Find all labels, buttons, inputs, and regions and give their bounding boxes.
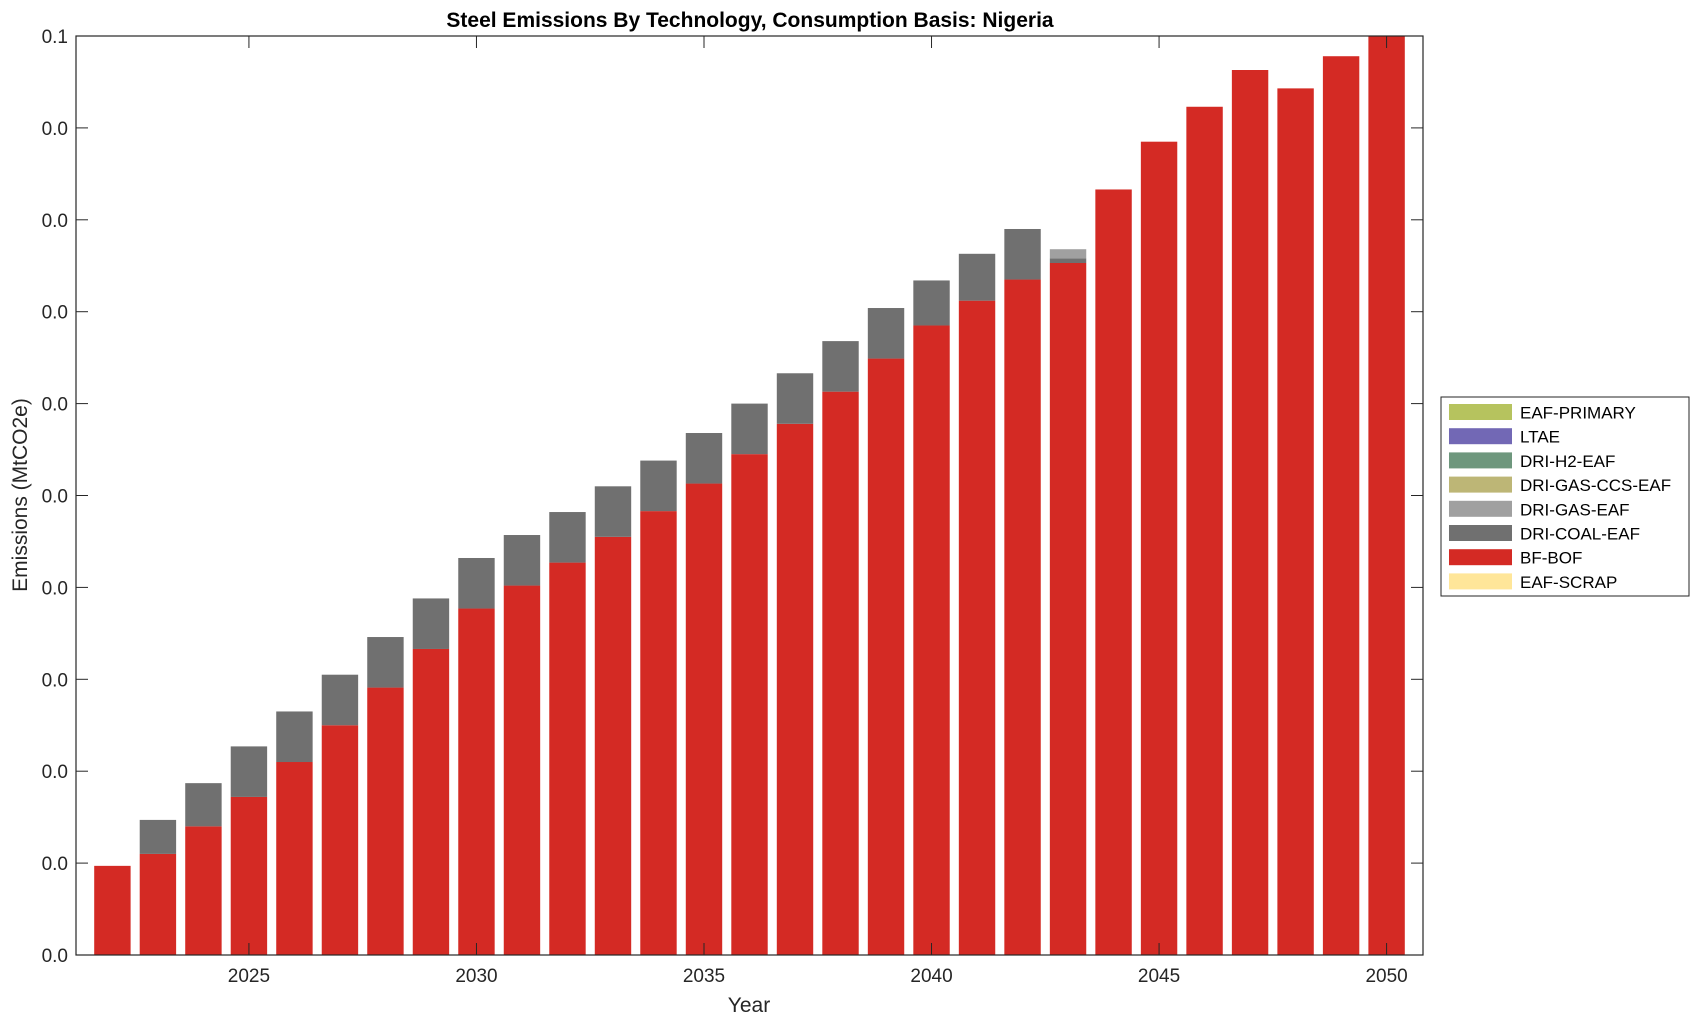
bar-segment bbox=[640, 460, 677, 512]
bar-segment bbox=[640, 511, 677, 955]
bar-segment bbox=[321, 725, 359, 955]
legend-label: EAF-PRIMARY bbox=[1520, 404, 1636, 423]
bar-segment bbox=[458, 608, 495, 955]
legend-label: LTAE bbox=[1520, 428, 1560, 447]
bar-segment bbox=[1049, 249, 1087, 259]
y-axis-label: Emissions (MtCO2e) bbox=[9, 398, 32, 592]
x-tick-label: 2035 bbox=[683, 966, 725, 987]
bar-segment bbox=[776, 373, 814, 424]
bar-segment bbox=[1049, 262, 1087, 955]
bar-segment bbox=[1140, 141, 1178, 955]
bar-segment bbox=[1095, 189, 1132, 956]
bar-segment bbox=[549, 512, 586, 563]
bar-segment bbox=[913, 325, 950, 956]
legend-swatch bbox=[1449, 500, 1512, 517]
bar-segment bbox=[685, 483, 723, 955]
bar-segment bbox=[958, 253, 996, 301]
bar-segment bbox=[139, 853, 177, 955]
bar-segment bbox=[367, 637, 404, 688]
y-tick-label: 0.0 bbox=[42, 303, 68, 324]
bar-segment bbox=[1049, 258, 1087, 263]
y-axis: 0.0 0.0 0.0 0.0 0.0 0.0 0.0 0.0 0.0 0.0 0.1 bbox=[42, 27, 1423, 967]
y-tick-label: 0.0 bbox=[42, 946, 68, 967]
bar-segment bbox=[1231, 70, 1269, 955]
x-tick-label: 2025 bbox=[228, 966, 270, 987]
bar-segment bbox=[367, 687, 404, 955]
bar-segment bbox=[822, 341, 859, 392]
bar-segment bbox=[276, 711, 313, 763]
legend-label: EAF-SCRAP bbox=[1520, 573, 1617, 592]
bar-segment bbox=[867, 308, 905, 359]
bar-segment bbox=[185, 783, 222, 827]
bar-segment bbox=[503, 585, 541, 955]
legend-swatch bbox=[1449, 549, 1512, 566]
x-axis-label: Year bbox=[728, 994, 770, 1017]
bar-segment bbox=[503, 535, 541, 586]
y-tick-label: 0.0 bbox=[42, 578, 68, 599]
legend-swatch bbox=[1449, 404, 1512, 420]
y-tick-label: 0.0 bbox=[42, 119, 68, 140]
legend-swatch bbox=[1449, 573, 1512, 590]
plot-area: 0.00.00.00.00.00.00.00.00.00.00.1 2025 20… bbox=[42, 27, 1424, 987]
bar-segment bbox=[230, 746, 268, 797]
bar-segment bbox=[412, 598, 450, 649]
y-tick-label: 0.1 bbox=[42, 27, 68, 48]
y-tick-label: 0.0 bbox=[42, 762, 68, 783]
y-tick-label: 0.0 bbox=[42, 670, 68, 691]
bars-group bbox=[94, 36, 1405, 956]
x-tick-label: 2050 bbox=[1365, 966, 1407, 987]
bar-segment bbox=[1277, 88, 1314, 955]
x-tick-label: 2040 bbox=[910, 966, 952, 987]
bar-segment bbox=[776, 423, 814, 955]
legend-label: DRI-GAS-CCS-EAF bbox=[1520, 476, 1671, 495]
bar-segment bbox=[1004, 228, 1041, 280]
y-tick-label: 0.0 bbox=[42, 211, 68, 232]
bar-segment bbox=[230, 796, 268, 955]
legend-items: EAF-PRIMARY LTAE DRI-H2-EAF DRI-GAS-CCS-EAF… bbox=[1449, 404, 1671, 592]
legend-swatch bbox=[1449, 476, 1512, 493]
legend: EAF-PRIMARY LTAE DRI-H2-EAF DRI-GAS-CCS-EAF… bbox=[1440, 396, 1690, 597]
bar-segment bbox=[822, 391, 859, 955]
bar-segment bbox=[594, 486, 632, 537]
chart-title: Steel Emissions By Technology, Consumpti… bbox=[446, 9, 1053, 32]
y-tick-label: 0.0 bbox=[42, 854, 68, 875]
bar-segment bbox=[94, 865, 131, 955]
bar-segment bbox=[1004, 279, 1041, 955]
bar-segment bbox=[321, 674, 359, 726]
bar-segment bbox=[594, 536, 632, 955]
bar-segment bbox=[139, 819, 177, 854]
y-tick-label: 0.0 bbox=[42, 395, 68, 416]
bar-segment bbox=[731, 403, 768, 455]
x-tick-label: 2045 bbox=[1138, 966, 1180, 987]
legend-swatch bbox=[1449, 525, 1512, 541]
bar-segment bbox=[185, 826, 222, 955]
bar-segment bbox=[549, 562, 586, 955]
legend-swatch bbox=[1449, 428, 1512, 445]
bar-segment bbox=[958, 300, 996, 955]
bar-segment bbox=[276, 762, 313, 955]
x-tick-label: 2030 bbox=[455, 966, 497, 987]
bar-segment bbox=[1368, 36, 1405, 955]
legend-label: DRI-COAL-EAF bbox=[1520, 525, 1640, 544]
bar-segment bbox=[731, 454, 768, 955]
legend-swatch bbox=[1449, 452, 1512, 469]
legend-label: DRI-H2-EAF bbox=[1520, 452, 1615, 471]
bar-segment bbox=[412, 648, 450, 955]
legend-label: DRI-GAS-EAF bbox=[1520, 500, 1630, 519]
bar-segment bbox=[458, 557, 495, 609]
legend-label: BF-BOF bbox=[1520, 549, 1582, 568]
bar-segment bbox=[867, 358, 905, 955]
bar-segment bbox=[1322, 56, 1360, 956]
x-axis: 2025 2030 2035 2040 2045 2050 bbox=[228, 36, 1408, 987]
bar-segment bbox=[913, 280, 950, 326]
bar-segment bbox=[685, 433, 723, 484]
y-tick-label: 0.0 bbox=[42, 487, 68, 508]
bar-segment bbox=[1186, 106, 1223, 955]
